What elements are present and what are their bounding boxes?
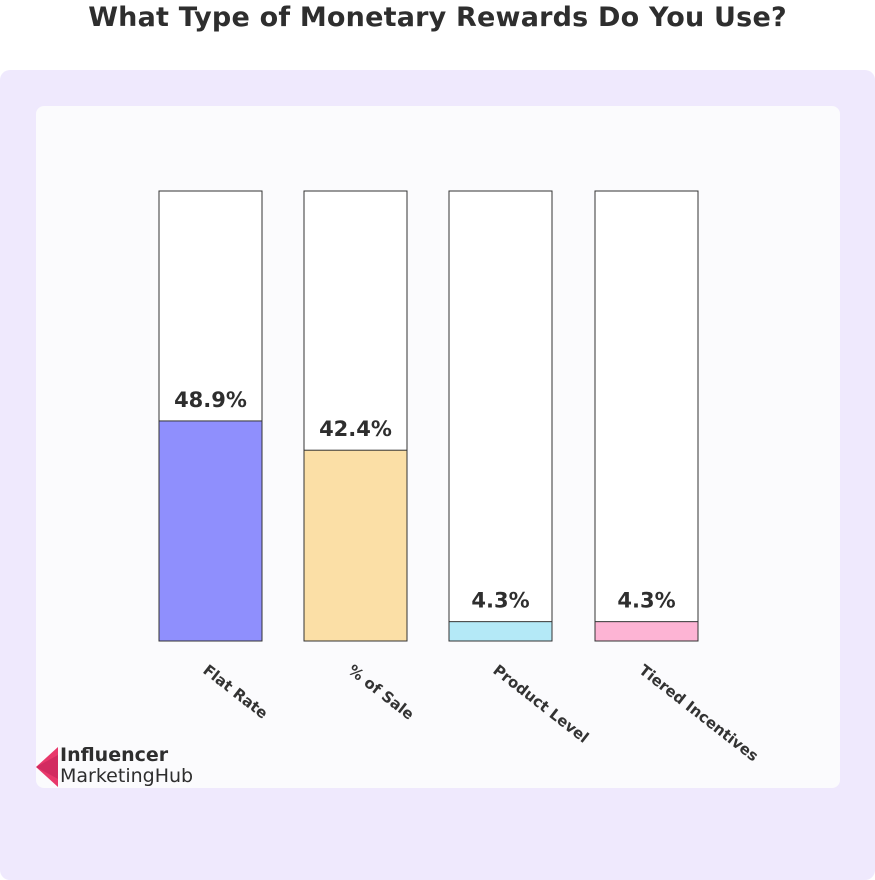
bar bbox=[303, 449, 408, 642]
brand-logo: Influencer MarketingHub bbox=[36, 744, 236, 790]
bar-track bbox=[594, 190, 699, 642]
bar bbox=[158, 420, 263, 642]
logo-text-influencer: Influencer bbox=[60, 744, 169, 766]
tick-label: Product Level bbox=[490, 661, 593, 747]
data-label: 42.4% bbox=[319, 417, 392, 441]
tick-label: % of Sale bbox=[345, 661, 418, 724]
tick-label: Flat Rate bbox=[200, 661, 272, 723]
bar bbox=[594, 621, 699, 642]
bar-track bbox=[448, 190, 553, 642]
logo-text-marketinghub: MarketingHub bbox=[60, 765, 194, 787]
chart-title: What Type of Monetary Rewards Do You Use… bbox=[88, 2, 787, 33]
data-label: 4.3% bbox=[471, 589, 529, 613]
bar bbox=[448, 621, 553, 642]
tick-label: Tiered Incentives bbox=[636, 661, 762, 765]
data-label: 48.9% bbox=[174, 388, 247, 412]
data-label: 4.3% bbox=[617, 589, 675, 613]
influencer-marketing-hub-logo-icon bbox=[36, 747, 58, 787]
